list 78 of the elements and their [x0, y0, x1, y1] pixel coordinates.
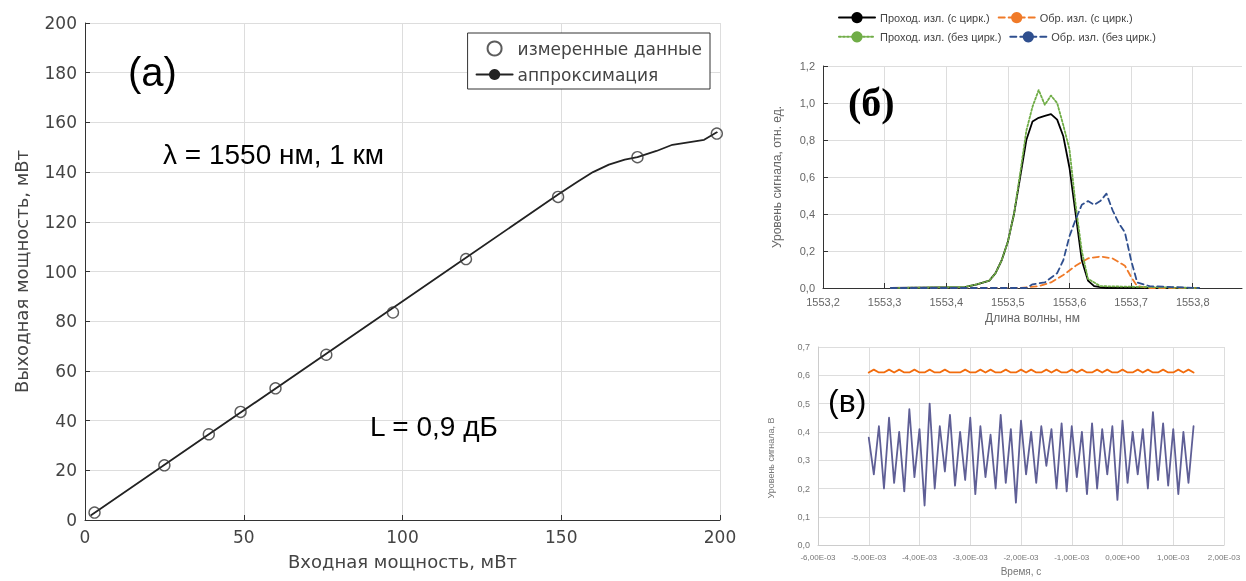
- point: [320, 348, 333, 361]
- x-tick-label: 100: [386, 526, 419, 547]
- y-tick-label: 0,4: [797, 426, 810, 437]
- y-tick-label: 0,1: [797, 511, 810, 522]
- legend-label: аппроксимация: [517, 64, 659, 85]
- point: [386, 306, 400, 319]
- x-axis-title: Длина волны, нм: [985, 311, 1080, 325]
- x-tick-label: 1553,8: [1175, 295, 1210, 308]
- legend-label: Обр. изл. (с цирк.): [1039, 11, 1133, 24]
- y-tick-label: 0,8: [799, 134, 815, 146]
- x-tick-label: 2,00E-03: [1207, 552, 1241, 562]
- point: [631, 150, 644, 164]
- legend-label: Обр. изл. (без цирк.): [1051, 30, 1156, 43]
- line-series: [90, 131, 718, 516]
- line-series: [867, 402, 1195, 507]
- x-tick-label: 1553,2: [806, 295, 840, 308]
- y-axis-title: Уровень сигнала, отн. ед.: [770, 105, 784, 249]
- line-series: [889, 192, 1200, 289]
- point: [158, 459, 171, 472]
- legend-label: Проход. изл. (с цирк.): [880, 11, 990, 24]
- x-tick-label: 1553,7: [1114, 295, 1148, 308]
- y-tick-label: 0: [66, 510, 77, 530]
- point: [88, 506, 101, 519]
- y-axis-title: Уровень сигнала, В: [765, 417, 776, 499]
- x-axis-title: Время, с: [1000, 565, 1042, 577]
- y-tick-label: 0,4: [799, 208, 815, 220]
- y-tick-label: 160: [44, 112, 77, 133]
- y-tick-label: 1,2: [799, 60, 815, 72]
- x-tick-label: 0: [79, 526, 91, 547]
- x-tick-label: 200: [703, 526, 737, 547]
- point: [202, 428, 216, 441]
- x-tick-label: 1553,5: [991, 295, 1025, 308]
- x-tick-label: -5,00E-03: [851, 552, 887, 562]
- point: [459, 252, 473, 266]
- y-tick-label: 140: [44, 162, 77, 183]
- y-tick-label: 20: [55, 460, 77, 481]
- x-tick-label: -4,00E-03: [901, 552, 938, 562]
- x-tick-label: -3,00E-03: [952, 552, 989, 562]
- y-tick-label: 0,6: [797, 370, 810, 381]
- annotation: (a): [128, 50, 177, 94]
- y-tick-label: 200: [44, 13, 77, 33]
- y-tick-label: 180: [44, 62, 77, 83]
- x-tick-label: 1553,4: [929, 295, 964, 308]
- annotation: (б): [848, 79, 895, 125]
- y-tick-label: 0,3: [797, 455, 810, 466]
- point: [269, 382, 282, 395]
- x-tick-label: 1,00E-03: [1157, 552, 1191, 562]
- point: [551, 190, 565, 204]
- y-tick-label: 60: [55, 360, 77, 381]
- x-axis-title: Входная мощность, мВт: [288, 550, 517, 572]
- x-tick-label: -2,00E-03: [1003, 552, 1040, 562]
- annotation: (в): [828, 383, 867, 419]
- y-tick-label: 120: [44, 211, 77, 232]
- x-tick-label: 1553,6: [1052, 295, 1087, 308]
- y-tick-label: 0,5: [797, 398, 810, 409]
- annotation: L = 0,9 дБ: [370, 410, 498, 442]
- point: [234, 405, 247, 419]
- point: [710, 127, 724, 140]
- legend-label: измеренные данные: [517, 38, 702, 59]
- y-tick-label: 0,2: [799, 245, 815, 257]
- y-tick-label: 80: [55, 311, 77, 332]
- y-tick-label: 0,7: [797, 342, 810, 352]
- y-tick-label: 100: [44, 261, 77, 282]
- legend-label: Проход. изл. (без цирк.): [880, 30, 1002, 43]
- x-tick-label: 0,00E+00: [1105, 552, 1141, 562]
- x-tick-label: -6,00E-03: [800, 552, 837, 562]
- y-tick-label: 0,6: [799, 171, 815, 183]
- y-tick-label: 0,0: [799, 282, 815, 294]
- x-tick-label: -1,00E-03: [1054, 552, 1090, 562]
- y-tick-label: 0,2: [797, 483, 810, 494]
- y-tick-label: 1,0: [799, 97, 815, 109]
- y-tick-label: 0,0: [797, 540, 810, 551]
- y-axis-title: Выходная мощность, мВт: [10, 149, 32, 394]
- x-tick-label: 150: [545, 526, 578, 547]
- x-tick-label: 1553,3: [867, 295, 902, 308]
- annotation: λ = 1550 нм, 1 км: [163, 138, 385, 170]
- y-tick-label: 40: [55, 410, 77, 431]
- x-tick-label: 50: [232, 526, 255, 547]
